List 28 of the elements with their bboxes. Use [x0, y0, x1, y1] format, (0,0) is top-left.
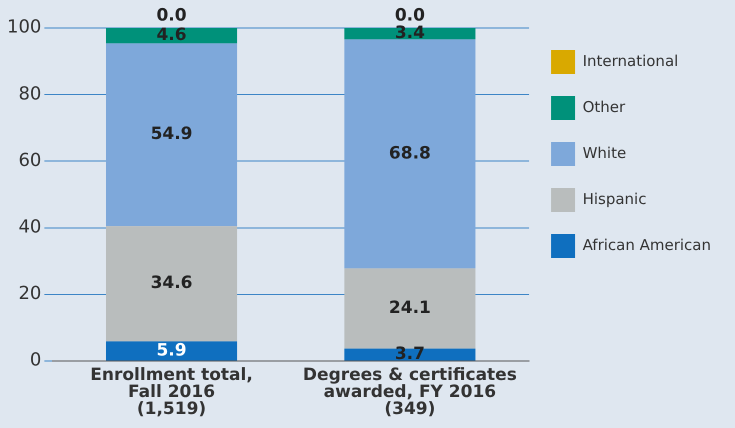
data-label: 54.9 [150, 124, 193, 144]
bar [344, 39, 476, 268]
legend-label: White [582, 144, 626, 162]
y-tick-label: 40 [18, 216, 42, 238]
legend-label: African American [582, 236, 711, 254]
bar [106, 43, 238, 226]
legend-label: International [582, 52, 678, 70]
data-label: 3.7 [394, 344, 425, 364]
x-tick-label: Enrollment total, Fall 2016 (1,519) [90, 364, 253, 419]
y-tick-label: 0 [30, 350, 42, 371]
y-tick-label: 60 [18, 150, 42, 171]
data-label: 0.0 [156, 5, 187, 26]
data-label: 3.4 [394, 23, 426, 44]
data-label: 34.6 [150, 273, 193, 294]
data-label: 24.1 [388, 298, 431, 318]
y-tick-label: 20 [18, 283, 42, 304]
bar [106, 226, 238, 342]
legend-label: Hispanic [582, 190, 646, 208]
data-label: 68.8 [388, 143, 431, 164]
x-tick-label: Degrees & certificates awarded, FY 2016 (349) [302, 364, 517, 419]
y-tick-label: 100 [6, 16, 42, 38]
bar [106, 341, 238, 360]
legend-label: Other [582, 98, 626, 116]
y-tick-label: 80 [18, 83, 42, 104]
data-label: 4.6 [156, 25, 187, 46]
bar [106, 28, 238, 44]
data-label: 0.0 [394, 5, 426, 26]
data-label: 5.9 [156, 340, 187, 360]
